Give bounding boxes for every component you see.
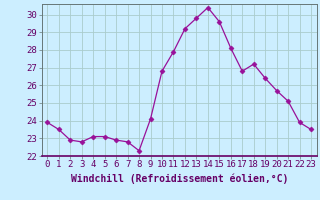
X-axis label: Windchill (Refroidissement éolien,°C): Windchill (Refroidissement éolien,°C) xyxy=(70,173,288,184)
